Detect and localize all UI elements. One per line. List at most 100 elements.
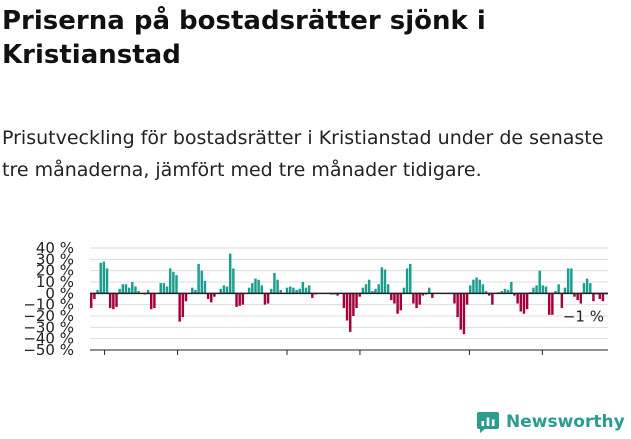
bar [383,269,387,294]
bar [513,293,516,296]
bar [535,285,538,294]
bar [288,286,292,294]
bar [399,293,402,311]
y-tick-label: 20 % [36,262,74,280]
bar [270,288,273,294]
bar [115,293,118,307]
bar [222,285,226,294]
x-axis-ticks: 2012 2014 2017 2019 2022 2024 [85,350,561,360]
bar [260,285,264,294]
bar [153,293,156,309]
chart-title: Priserna på bostadsrätter sjönk i Kristi… [2,6,486,70]
bar [364,284,368,294]
bar [131,282,134,294]
bar [522,293,526,314]
bar [225,286,229,294]
y-tick-label: 30 % [36,250,74,268]
x-tick-label: 2014 [158,358,196,360]
bar [589,283,592,294]
bar [112,293,115,310]
bar [570,268,573,294]
brand-logo: Newsworthy [476,407,625,437]
bar [390,293,393,301]
bar [105,268,109,294]
bar [544,286,548,294]
bar [181,293,185,318]
bar [349,293,352,332]
bar [380,267,384,294]
bar [301,282,305,294]
bar [99,262,102,294]
bar [197,263,200,294]
bar [251,283,254,294]
bar [263,293,267,305]
bar [453,293,456,304]
bar [355,293,358,309]
last-value-annotation: −1 % [563,307,604,325]
bar [191,287,194,294]
x-tick-label: 2012 [85,358,123,360]
y-axis-labels: 40 %30 %20 %10 %0 %−10 %−20 %−30 %−40 %−… [23,239,74,359]
bar [292,287,295,294]
bar [194,289,197,294]
bar [465,293,469,305]
bar [598,293,601,299]
bar [124,284,128,294]
bar [582,283,586,294]
bar [304,287,308,294]
bar [560,293,564,309]
bar [213,293,216,297]
bar [336,293,339,296]
bar [506,289,510,294]
bar [257,279,260,294]
y-tick-label: −50 % [23,341,74,359]
bar [500,291,504,294]
bar [146,289,150,294]
bar [563,287,567,294]
bar [150,293,153,310]
bar [241,293,245,305]
bar [573,293,576,297]
bar [585,278,589,294]
bar [279,289,282,294]
bar [472,279,475,294]
bar [481,284,485,294]
bar [137,291,140,294]
x-tick-label: 2017 [268,358,306,360]
bars [90,253,608,335]
bar [90,293,93,309]
brand-name: Newsworthy [506,412,625,432]
bar [487,293,491,296]
bar [118,288,121,294]
bar [377,284,380,294]
y-tick-label: −10 % [23,296,74,314]
newsworthy-logo-icon [477,412,499,433]
x-tick-label: 2022 [450,358,488,360]
bar [412,293,415,304]
bar [184,293,188,302]
bar [491,293,494,305]
bar [538,270,541,294]
bar [478,279,481,294]
bar [554,291,557,294]
bar [307,285,311,294]
y-tick-label: −40 % [23,330,74,348]
y-tick-label: 40 % [36,239,74,257]
bar [200,270,204,294]
bar [427,287,431,294]
bar [285,287,289,294]
bar [418,293,421,305]
bar [162,283,166,294]
bar [405,268,409,294]
bar [551,293,554,315]
bar [592,293,595,302]
bar [358,293,361,297]
bar [361,287,365,294]
x-tick-label: 2024 [523,358,561,360]
bar [576,293,579,301]
y-tick-label: 0 % [45,284,74,302]
bar [266,293,270,304]
bar [159,283,162,294]
bar [121,284,125,294]
bar [273,272,276,294]
